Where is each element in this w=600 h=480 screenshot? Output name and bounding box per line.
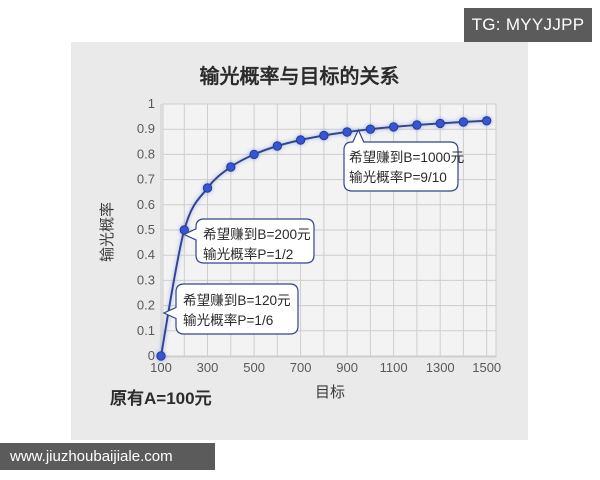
svg-text:0.1: 0.1 xyxy=(137,323,155,338)
svg-text:300: 300 xyxy=(197,360,219,375)
svg-text:500: 500 xyxy=(243,360,265,375)
svg-text:900: 900 xyxy=(336,360,358,375)
svg-text:原有A=100元: 原有A=100元 xyxy=(110,388,212,408)
svg-text:目标: 目标 xyxy=(315,384,345,401)
svg-text:希望赚到B=1000元: 希望赚到B=1000元 xyxy=(349,150,465,165)
svg-text:100: 100 xyxy=(150,360,172,375)
svg-text:700: 700 xyxy=(290,360,312,375)
svg-text:输光概率P=1/2: 输光概率P=1/2 xyxy=(203,246,293,262)
svg-text:0.4: 0.4 xyxy=(137,247,155,262)
svg-text:1: 1 xyxy=(148,96,155,111)
svg-text:0.5: 0.5 xyxy=(137,222,155,237)
svg-text:0.6: 0.6 xyxy=(137,197,155,212)
svg-text:0.2: 0.2 xyxy=(137,298,155,313)
svg-text:输光概率P=1/6: 输光概率P=1/6 xyxy=(183,312,273,328)
svg-text:1500: 1500 xyxy=(472,360,501,375)
svg-text:输光概率P=9/10: 输光概率P=9/10 xyxy=(349,169,447,185)
svg-text:0.3: 0.3 xyxy=(137,272,155,287)
svg-text:输光概率: 输光概率 xyxy=(99,202,116,262)
svg-text:1300: 1300 xyxy=(426,360,455,375)
svg-text:希望赚到B=120元: 希望赚到B=120元 xyxy=(183,293,291,308)
svg-text:0.9: 0.9 xyxy=(137,121,155,136)
svg-text:希望赚到B=200元: 希望赚到B=200元 xyxy=(203,227,311,242)
svg-text:0.8: 0.8 xyxy=(137,146,155,161)
svg-text:1100: 1100 xyxy=(380,360,408,375)
svg-text:0.7: 0.7 xyxy=(137,172,155,187)
